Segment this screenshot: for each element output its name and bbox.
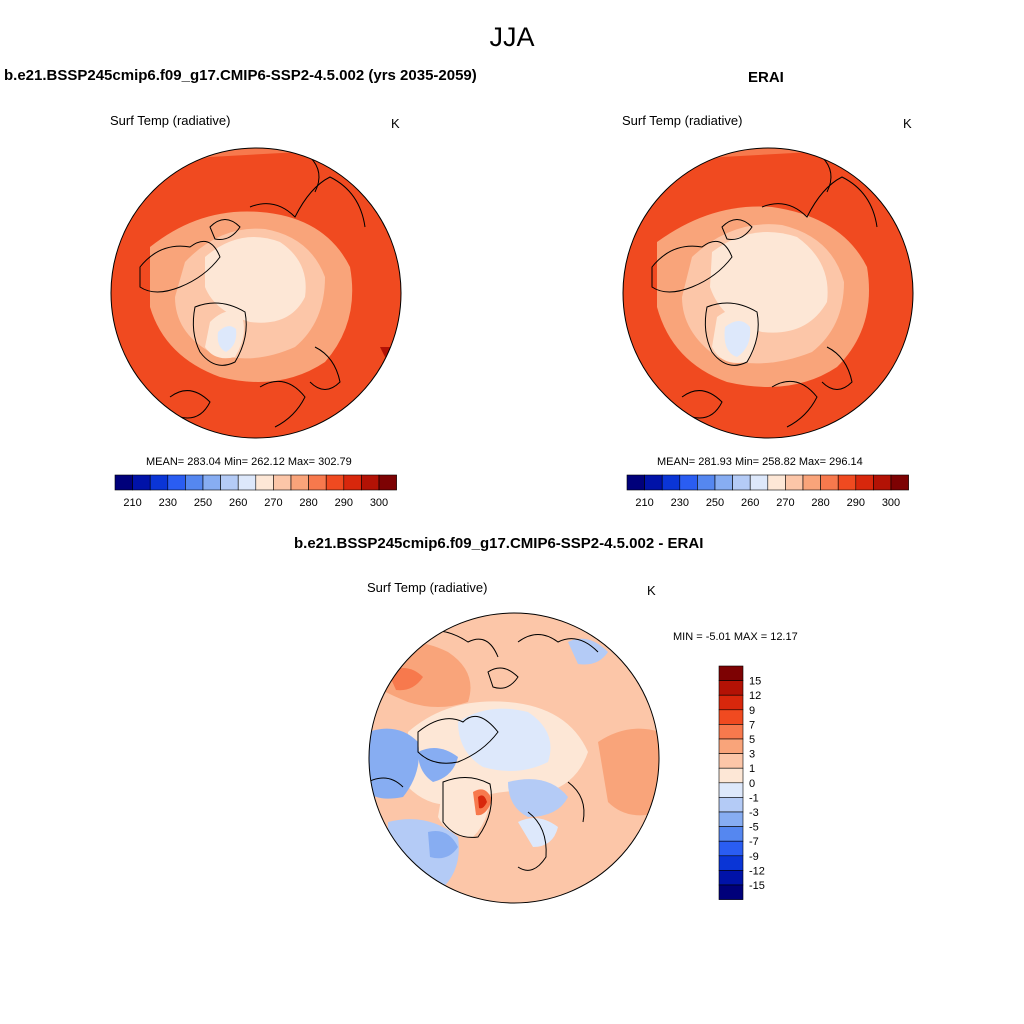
colorbar-label: -12 xyxy=(749,865,765,877)
colorbar-label: 230 xyxy=(671,497,689,509)
colorbar-box xyxy=(718,753,744,769)
colorbar-box xyxy=(718,826,744,842)
colorbar-label: 280 xyxy=(811,497,829,509)
colorbar-label: 210 xyxy=(123,497,141,509)
colorbar-label: -5 xyxy=(749,822,759,834)
colorbar-label: 250 xyxy=(194,497,212,509)
colorbar-label: 230 xyxy=(159,497,177,509)
colorbar-box xyxy=(767,474,786,491)
colorbar-label: 9 xyxy=(749,705,755,717)
colorbar-box xyxy=(718,797,744,813)
colorbar-box xyxy=(378,474,397,491)
model-panel-title: b.e21.BSSP245cmip6.f09_g17.CMIP6-SSP2-4.… xyxy=(4,67,477,84)
colorbar-box xyxy=(167,474,186,491)
colorbar-box xyxy=(149,474,169,491)
colorbar-box xyxy=(785,474,804,491)
colorbar-label: 300 xyxy=(370,497,388,509)
diff-stats: MIN = -5.01 MAX = 12.17 xyxy=(673,631,798,643)
colorbar-box xyxy=(718,884,744,900)
colorbar-label: 260 xyxy=(229,497,247,509)
colorbar-label: 280 xyxy=(299,497,317,509)
colorbar-box xyxy=(697,474,716,491)
colorbar-box xyxy=(749,474,769,491)
colorbar-label: -3 xyxy=(749,807,759,819)
colorbar-box xyxy=(132,474,151,491)
model-variable-label: Surf Temp (radiative) xyxy=(110,113,231,128)
colorbar-label: 1 xyxy=(749,763,755,775)
diff-panel-title: b.e21.BSSP245cmip6.f09_g17.CMIP6-SSP2-4.… xyxy=(294,535,704,552)
colorbar-box xyxy=(718,709,744,725)
colorbar-box xyxy=(220,474,239,491)
colorbar-label: 250 xyxy=(706,497,724,509)
diff-units-label: K xyxy=(647,583,656,598)
model-stats: MEAN= 283.04 Min= 262.12 Max= 302.79 xyxy=(146,456,352,468)
colorbar-box xyxy=(714,474,733,491)
colorbar-box xyxy=(361,474,380,491)
colorbar-box xyxy=(732,474,751,491)
colorbar-box xyxy=(679,474,698,491)
colorbar-box xyxy=(718,855,744,871)
erai-colorbar: 210 230 250 260 270 280 290 300 xyxy=(626,474,909,509)
figure-title: JJA xyxy=(489,22,535,52)
colorbar-box xyxy=(644,474,663,491)
model-colorbar: 210 230 250 260 270 280 290 300 xyxy=(114,474,397,509)
colorbar-label: 270 xyxy=(776,497,794,509)
colorbar-box xyxy=(343,474,362,491)
colorbar-box xyxy=(802,474,821,491)
colorbar-label: 290 xyxy=(335,497,353,509)
colorbar-box xyxy=(718,738,744,754)
colorbar-label: 260 xyxy=(741,497,759,509)
colorbar-box xyxy=(718,811,744,827)
colorbar-box xyxy=(718,870,744,886)
colorbar-box xyxy=(718,665,744,681)
colorbar-label: -15 xyxy=(749,880,765,892)
colorbar-box xyxy=(308,474,327,491)
diff-variable-label: Surf Temp (radiative) xyxy=(367,580,488,595)
colorbar-box xyxy=(890,474,909,491)
colorbar-box xyxy=(718,840,744,857)
colorbar-box xyxy=(718,767,744,784)
colorbar-box xyxy=(290,474,309,491)
colorbar-label: -9 xyxy=(749,851,759,863)
colorbar-box xyxy=(718,782,744,798)
colorbar-label: 7 xyxy=(749,719,755,731)
erai-panel-title: ERAI xyxy=(748,69,784,86)
erai-variable-label: Surf Temp (radiative) xyxy=(622,113,743,128)
colorbar-box xyxy=(837,474,857,491)
colorbar-box xyxy=(202,474,221,491)
erai-stats: MEAN= 281.93 Min= 258.82 Max= 296.14 xyxy=(657,456,863,468)
colorbar-box xyxy=(273,474,292,491)
colorbar-box xyxy=(718,680,744,696)
colorbar-box xyxy=(626,474,645,491)
colorbar-box xyxy=(255,474,274,491)
colorbar-label: 270 xyxy=(264,497,282,509)
colorbar-label: -1 xyxy=(749,792,759,804)
colorbar-box xyxy=(718,694,744,711)
colorbar-label: 290 xyxy=(847,497,865,509)
diff-colorbar: 15 12 9 7 5 3 1 0 -1 -3 -5 -7 -9 -12 -15 xyxy=(718,665,765,900)
colorbar-label: 12 xyxy=(749,690,761,702)
model-polar-map xyxy=(110,147,402,439)
colorbar-box xyxy=(820,474,839,491)
colorbar-label: 15 xyxy=(749,676,761,688)
colorbar-box xyxy=(855,474,874,491)
model-units-label: K xyxy=(391,116,400,131)
colorbar-box xyxy=(237,474,257,491)
colorbar-box xyxy=(873,474,892,491)
erai-polar-map xyxy=(622,147,914,439)
erai-units-label: K xyxy=(903,116,912,131)
colorbar-label: 210 xyxy=(635,497,653,509)
colorbar-label: 300 xyxy=(882,497,900,509)
colorbar-box xyxy=(718,724,744,740)
colorbar-box xyxy=(661,474,681,491)
colorbar-box xyxy=(114,474,133,491)
difference-polar-map xyxy=(368,612,660,904)
colorbar-label: 3 xyxy=(749,749,755,761)
colorbar-label: 0 xyxy=(749,778,755,790)
colorbar-label: -7 xyxy=(749,836,759,848)
colorbar-label: 5 xyxy=(749,734,755,746)
colorbar-box xyxy=(325,474,345,491)
colorbar-box xyxy=(185,474,204,491)
